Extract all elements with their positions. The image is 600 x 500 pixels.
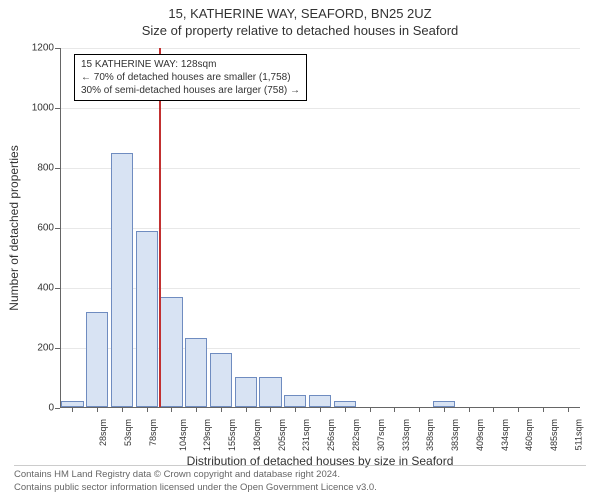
annotation-line-3: 30% of semi-detached houses are larger (… (81, 84, 300, 97)
y-tick-label: 400 (14, 283, 54, 294)
bar (309, 395, 331, 407)
bar (86, 312, 108, 407)
y-tick-label: 1000 (14, 103, 54, 114)
x-tick-label: 485sqm (549, 419, 559, 451)
x-tick-mark (543, 407, 544, 412)
bar (259, 377, 281, 407)
x-tick-label: 53sqm (123, 419, 133, 446)
reference-line (159, 48, 161, 407)
x-tick-label: 282sqm (351, 419, 361, 451)
x-tick-mark (246, 407, 247, 412)
x-tick-label: 78sqm (148, 419, 158, 446)
x-tick-mark (122, 407, 123, 412)
x-tick-mark (295, 407, 296, 412)
x-tick-label: 231sqm (302, 419, 312, 451)
x-tick-mark (518, 407, 519, 412)
plot-area: Number of detached properties 0200400600… (60, 48, 580, 408)
x-tick-mark (97, 407, 98, 412)
x-tick-mark (394, 407, 395, 412)
bar (185, 338, 207, 407)
x-tick-mark (444, 407, 445, 412)
annotation-line-1: 15 KATHERINE WAY: 128sqm (81, 58, 300, 71)
x-tick-mark (493, 407, 494, 412)
chart-title-main: 15, KATHERINE WAY, SEAFORD, BN25 2UZ (0, 0, 600, 21)
x-tick-label: 434sqm (500, 419, 510, 451)
footer-line-1: Contains HM Land Registry data © Crown c… (14, 469, 586, 481)
x-tick-mark (171, 407, 172, 412)
x-tick-label: 28sqm (98, 419, 108, 446)
footer-line-2: Contains public sector information licen… (14, 482, 586, 494)
x-tick-label: 155sqm (227, 419, 237, 451)
x-tick-label: 333sqm (401, 419, 411, 451)
y-tick-mark (55, 408, 60, 409)
x-tick-label: 358sqm (425, 419, 435, 451)
x-tick-mark (270, 407, 271, 412)
chart-title-sub: Size of property relative to detached ho… (0, 21, 600, 38)
x-tick-mark (72, 407, 73, 412)
y-tick-label: 0 (14, 403, 54, 414)
footer: Contains HM Land Registry data © Crown c… (14, 465, 586, 494)
y-tick-label: 200 (14, 343, 54, 354)
x-tick-mark (370, 407, 371, 412)
x-tick-label: 409sqm (475, 419, 485, 451)
y-tick-label: 800 (14, 163, 54, 174)
chart-container: 15, KATHERINE WAY, SEAFORD, BN25 2UZ Siz… (0, 0, 600, 500)
x-tick-mark (196, 407, 197, 412)
bar (136, 231, 158, 407)
x-tick-label: 511sqm (573, 419, 583, 450)
x-tick-label: 256sqm (326, 419, 336, 451)
x-tick-mark (345, 407, 346, 412)
x-tick-mark (419, 407, 420, 412)
bar (160, 297, 182, 407)
x-tick-label: 104sqm (178, 419, 188, 451)
x-tick-label: 129sqm (202, 419, 212, 451)
x-tick-mark (320, 407, 321, 412)
bar (210, 353, 232, 407)
x-tick-mark (221, 407, 222, 412)
bar (111, 153, 133, 407)
x-tick-mark (568, 407, 569, 412)
x-tick-label: 307sqm (376, 419, 386, 451)
x-tick-mark (147, 407, 148, 412)
bars-group (60, 49, 580, 407)
x-tick-label: 205sqm (277, 419, 287, 451)
x-tick-label: 383sqm (450, 419, 460, 451)
annotation-line-2: ← 70% of detached houses are smaller (1,… (81, 71, 300, 84)
y-tick-label: 600 (14, 223, 54, 234)
annotation-box: 15 KATHERINE WAY: 128sqm ← 70% of detach… (74, 54, 307, 101)
bar (284, 395, 306, 407)
y-tick-label: 1200 (14, 43, 54, 54)
bar (235, 377, 257, 407)
x-tick-label: 180sqm (252, 419, 262, 451)
x-tick-mark (469, 407, 470, 412)
x-tick-label: 460sqm (524, 419, 534, 451)
